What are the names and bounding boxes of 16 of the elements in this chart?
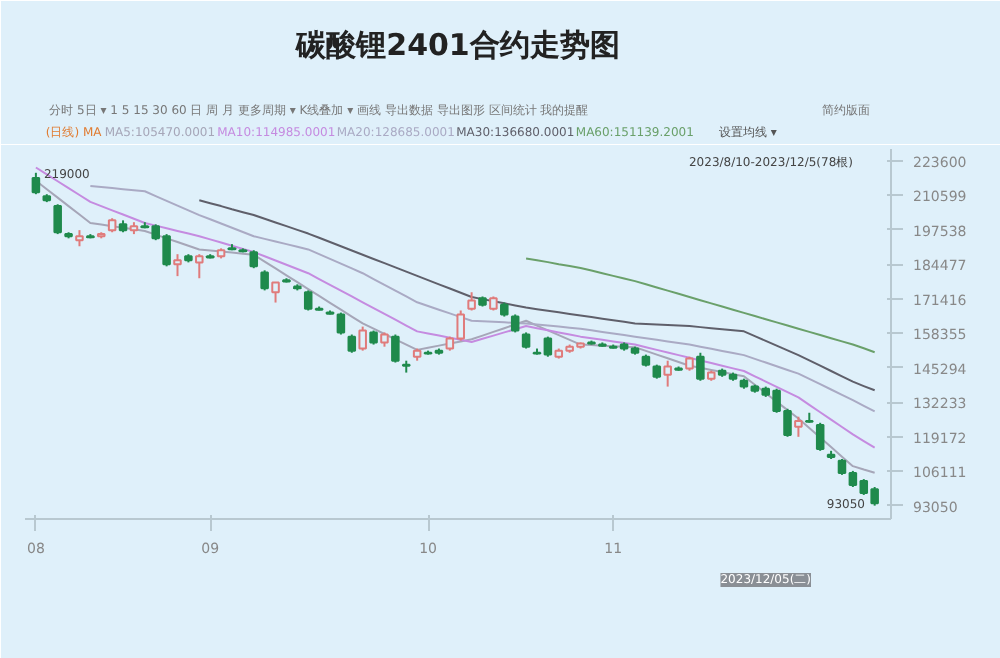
candlestick bbox=[53, 203, 62, 236]
candlestick bbox=[794, 415, 803, 438]
candlestick bbox=[358, 325, 367, 352]
line-series bbox=[198, 199, 876, 392]
candlestick bbox=[815, 421, 825, 452]
candlestick bbox=[271, 281, 280, 304]
candlestick bbox=[663, 359, 672, 388]
candlestick bbox=[31, 171, 41, 196]
chart-title: 碳酸锂2401合约走势图 bbox=[294, 27, 620, 63]
candlestick bbox=[696, 351, 705, 382]
candlestick bbox=[260, 269, 269, 292]
candlestick bbox=[347, 333, 357, 354]
line-series bbox=[525, 257, 876, 354]
candlestick bbox=[195, 253, 204, 280]
candlestick bbox=[173, 253, 182, 278]
candlestick bbox=[391, 333, 400, 364]
